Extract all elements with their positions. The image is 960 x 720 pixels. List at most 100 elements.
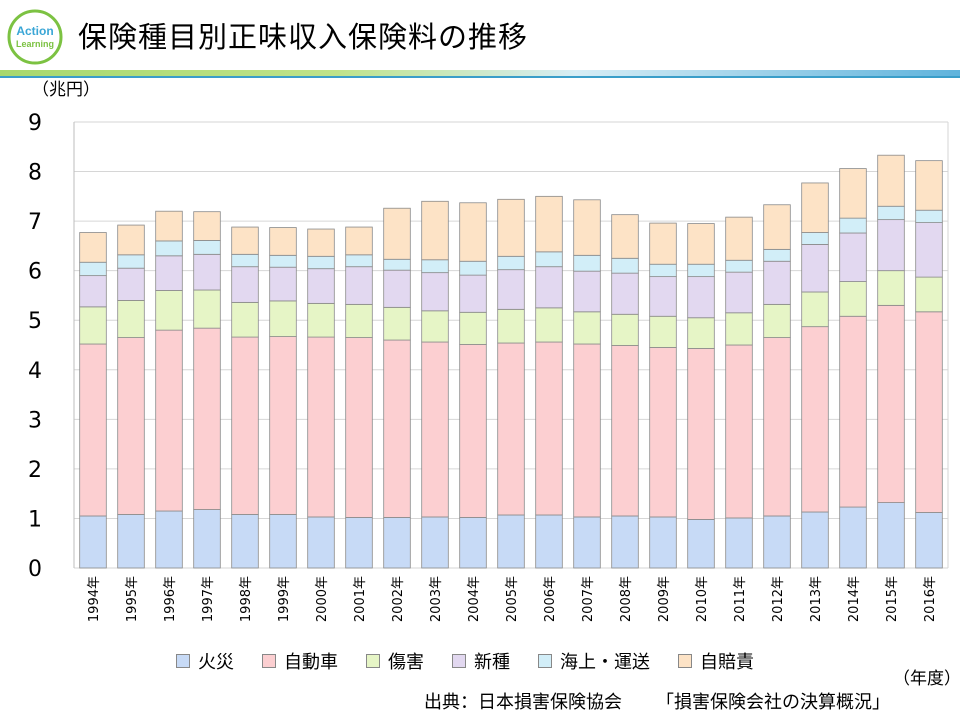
x-axis-ticks: 1994年 1995年 1996年 1997年 1998年 1999年 2000年 2001年… [87,576,938,622]
bar-segment [383,269,411,308]
bar-stack [79,232,107,569]
legend-swatch [262,654,276,668]
bar-segment [611,214,639,259]
bar-stack [193,211,221,569]
bar-segment [839,281,867,317]
x-tick-label: 1996年 [163,576,178,622]
bar-segment [573,254,601,272]
bar-segment [117,254,145,269]
bar-segment [231,514,259,569]
bar-segment [459,344,487,518]
legend-label: 新種 [474,652,510,673]
source-label: 出典：日本損害保険協会 [424,692,622,713]
bar-segment [497,342,525,516]
legend-swatch [538,654,552,668]
bar-segment [421,200,449,261]
page-title: 保険種目別正味収入保険料の推移 [78,20,529,54]
bar-segment [345,303,373,338]
bar-segment [877,205,905,221]
bar-segment [345,337,373,518]
y-tick-label: 7 [28,210,42,235]
x-tick-label: 2015年 [885,576,900,622]
bar-segment [497,269,525,310]
bar-segment [915,209,943,223]
legend-item: 新種 [452,650,510,673]
bar-segment [725,517,753,569]
bar-stack [459,202,487,569]
x-tick-label: 1999年 [277,576,292,622]
bar-segment [649,347,677,518]
bar-segment [839,315,867,508]
bar-segment [687,519,715,569]
bar-segment [687,348,715,520]
y-tick-label: 5 [28,309,42,334]
bar-segment [573,343,601,518]
x-tick-label: 1995年 [125,576,140,622]
bar-stack [269,227,297,569]
bar-stack [877,154,905,569]
bar-segment [117,224,145,256]
bar-segment [725,216,753,261]
bar-segment [421,516,449,569]
x-tick-label: 1998年 [239,576,254,622]
x-tick-label: 2012年 [771,576,786,622]
bar-segment [497,308,525,344]
bar-segment [763,260,791,305]
bar-segment [801,244,829,293]
bar-segment [193,253,221,291]
bar-segment [383,207,411,260]
legend-item: 傷害 [366,650,424,673]
bar-segment [649,315,677,348]
bar-segment [117,267,145,301]
x-tick-label: 2002年 [391,576,406,622]
bar-segment [269,266,297,302]
bar-segment [877,154,905,207]
bar-segment [307,228,335,257]
bar-segment [687,263,715,278]
bar-segment [649,516,677,569]
source-document: 「損害保険会社の決算概況」 [656,692,890,713]
legend-swatch [452,654,466,668]
bar-segment [763,204,791,250]
bar-stack [611,214,639,569]
bar-segment [915,276,943,313]
bar-segment [155,240,183,257]
y-axis-unit-label: （兆円） [32,80,100,100]
bar-segment [915,160,943,211]
x-tick-label: 2014年 [847,576,862,622]
bar-segment [79,261,107,277]
bar-segment [877,502,905,569]
bars [79,154,943,569]
bar-segment [573,516,601,569]
y-tick-label: 6 [28,260,42,285]
bar-segment [915,222,943,278]
bar-segment [687,223,715,265]
bar-segment [535,341,563,516]
bar-segment [383,258,411,271]
bar-segment [497,198,525,257]
x-tick-label: 2000年 [315,576,330,622]
logo-text-line1: Action [16,24,53,38]
bar-stack [155,210,183,569]
bar-segment [231,226,259,255]
x-tick-label: 2013年 [809,576,824,622]
bar-segment [497,514,525,569]
bar-segment [231,266,259,303]
bar-segment [801,291,829,328]
bar-segment [193,211,221,241]
bar-segment [535,514,563,569]
bar-stack [573,199,601,569]
bar-stack [345,226,373,569]
bar-segment [649,276,677,317]
bar-segment [155,210,183,242]
bar-segment [459,274,487,313]
x-tick-label: 1997年 [201,576,216,622]
bar-segment [383,306,411,341]
y-tick-label: 1 [28,507,42,532]
y-tick-label: 2 [28,458,42,483]
source-citation: 出典：日本損害保険協会 「損害保険会社の決算概況」 [424,688,890,714]
y-tick-label: 3 [28,408,42,433]
bar-segment [497,255,525,271]
bar-stack [649,222,677,569]
bar-segment [535,195,563,253]
